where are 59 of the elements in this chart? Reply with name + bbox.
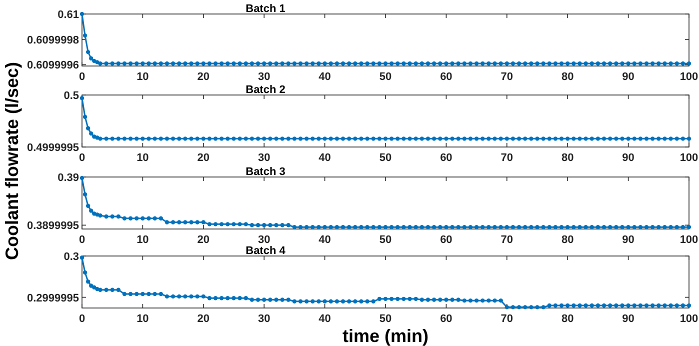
- x-tick-label: 90: [622, 71, 634, 83]
- x-tick-label: 30: [258, 152, 270, 164]
- x-tick-label: 40: [318, 234, 331, 246]
- y-tick-label: 0.6099998: [27, 34, 79, 46]
- x-tick-label: 60: [440, 234, 452, 246]
- y-tick-label: 0.2999995: [27, 292, 79, 304]
- x-tick-label: 20: [197, 234, 210, 246]
- x-tick-label: 20: [197, 313, 210, 325]
- x-tick-label: 10: [136, 313, 149, 325]
- x-tick-label: 80: [561, 313, 574, 325]
- x-tick-label: 100: [680, 71, 698, 83]
- x-tick-label: 70: [500, 313, 514, 325]
- chart-title: Batch 1: [246, 3, 286, 15]
- x-tick-label: 10: [136, 152, 149, 164]
- x-tick-label: 90: [622, 313, 634, 325]
- x-tick-label: 50: [379, 152, 392, 164]
- x-tick-label: 80: [561, 152, 574, 164]
- y-tick-label: 0.3: [64, 251, 79, 263]
- x-tick-label: 100: [680, 234, 698, 246]
- chart-title: Batch 3: [246, 166, 286, 178]
- x-axis-title: time (min): [342, 326, 429, 346]
- x-tick-label: 70: [500, 152, 514, 164]
- x-tick-label: 40: [318, 313, 331, 325]
- x-tick-label: 0: [78, 234, 86, 246]
- x-tick-label: 0: [78, 152, 86, 164]
- x-tick-label: 0: [78, 313, 86, 325]
- x-tick-label: 80: [561, 71, 574, 83]
- x-tick-label: 90: [622, 152, 634, 164]
- x-tick-label: 70: [500, 71, 514, 83]
- x-tick-label: 60: [440, 152, 452, 164]
- x-tick-label: 30: [258, 234, 270, 246]
- y-tick-label: 0.3899995: [27, 220, 79, 232]
- x-tick-label: 10: [136, 234, 149, 246]
- y-tick-label: 0.39: [58, 172, 79, 184]
- x-tick-label: 90: [622, 234, 634, 246]
- x-tick-label: 80: [561, 234, 574, 246]
- x-tick-label: 40: [318, 152, 331, 164]
- x-tick-label: 50: [379, 71, 392, 83]
- chart-title: Batch 4: [246, 245, 286, 257]
- y-tick-label: 0.4999995: [27, 142, 79, 154]
- x-tick-label: 20: [197, 152, 210, 164]
- x-tick-label: 100: [680, 152, 698, 164]
- x-tick-label: 30: [258, 313, 270, 325]
- y-tick-label: 0.61: [58, 9, 79, 21]
- x-tick-label: 30: [258, 71, 270, 83]
- x-tick-label: 70: [500, 234, 514, 246]
- x-tick-label: 50: [379, 313, 392, 325]
- x-tick-label: 50: [379, 234, 392, 246]
- x-tick-label: 60: [440, 313, 452, 325]
- y-axis-title: Coolant flowrate (l/sec): [2, 62, 22, 260]
- x-tick-label: 0: [78, 71, 86, 83]
- x-tick-label: 20: [197, 71, 210, 83]
- x-tick-label: 100: [680, 313, 698, 325]
- x-tick-label: 10: [136, 71, 149, 83]
- chart-title: Batch 2: [246, 84, 286, 96]
- x-tick-label: 60: [440, 71, 452, 83]
- x-tick-label: 40: [318, 71, 331, 83]
- y-tick-label: 0.6099996: [27, 60, 79, 72]
- y-tick-label: 0.5: [64, 90, 79, 102]
